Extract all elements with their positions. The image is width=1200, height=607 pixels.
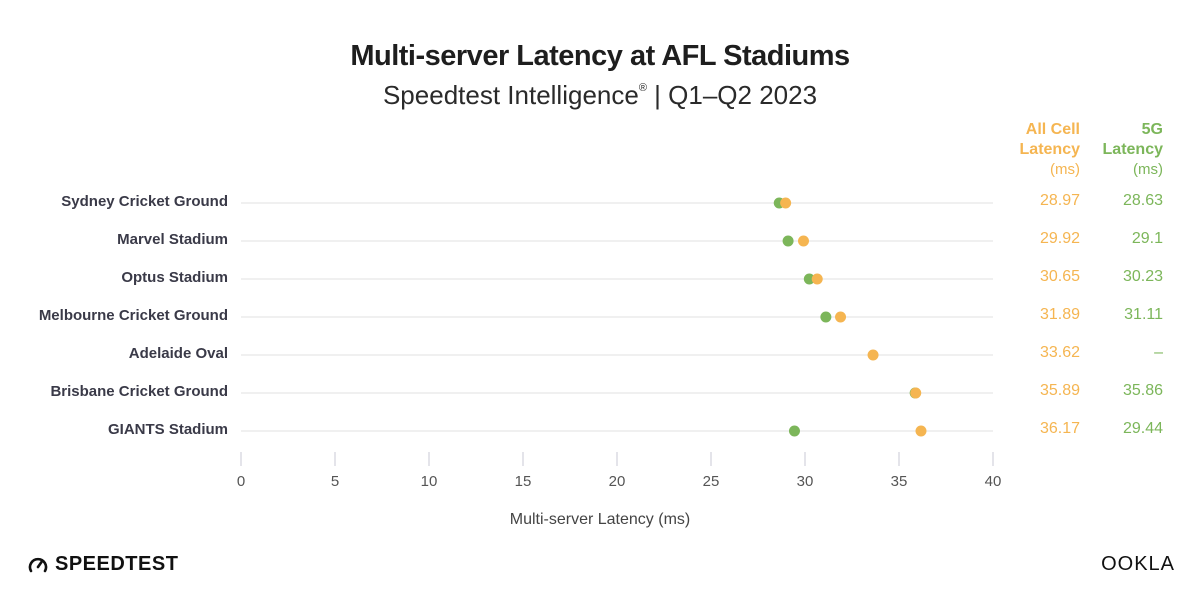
all-cell-point (811, 273, 823, 285)
all-cell-point (867, 349, 879, 361)
fiveg-value: – (1154, 344, 1163, 361)
x-tick-label: 15 (515, 473, 532, 490)
all-cell-value: 29.92 (1039, 230, 1080, 247)
fiveg-point (788, 425, 800, 437)
fiveg-header-line1: 5G (1141, 121, 1163, 138)
fiveg-header-unit: (ms) (1133, 161, 1163, 178)
fiveg-point (803, 273, 815, 285)
all-cell-value: 31.89 (1039, 306, 1080, 323)
category-label: Melbourne Cricket Ground (38, 307, 228, 324)
chart-title: Multi-server Latency at AFL Stadiums (350, 40, 850, 72)
all-cell-point (797, 235, 809, 247)
fiveg-value: 29.44 (1122, 420, 1163, 437)
all-cell-point (910, 387, 922, 399)
x-tick-label: 35 (891, 473, 908, 490)
chart-subtitle: Speedtest Intelligence® | Q1–Q2 2023 (0, 80, 1200, 111)
fiveg-value: 28.63 (1122, 192, 1163, 209)
fiveg-value: 29.1 (1131, 230, 1163, 247)
speedtest-wordmark: SPEEDTEST (55, 553, 179, 575)
category-label: Adelaide Oval (128, 345, 228, 362)
registered-mark: ® (638, 82, 647, 94)
x-tick-label: 30 (797, 473, 814, 490)
all-cell-column-header: All Cell Latency (ms) (990, 120, 1080, 180)
all-cell-value: 30.65 (1039, 268, 1080, 285)
category-label: GIANTS Stadium (107, 421, 228, 438)
fiveg-value: 30.23 (1122, 268, 1163, 285)
category-label: Brisbane Cricket Ground (50, 383, 228, 400)
category-label: Sydney Cricket Ground (61, 193, 228, 210)
all-cell-header-line2: Latency (1019, 141, 1080, 158)
all-cell-point (835, 311, 847, 323)
all-cell-value: 35.89 (1039, 382, 1080, 399)
category-label: Optus Stadium (121, 269, 228, 286)
all-cell-value: 28.97 (1039, 192, 1080, 209)
fiveg-header-line2: Latency (1102, 141, 1163, 158)
x-tick-label: 10 (421, 473, 438, 490)
fiveg-value: 31.11 (1124, 306, 1163, 323)
subtitle-main: Speedtest Intelligence (382, 80, 639, 110)
ookla-logo: OOKLA (1101, 553, 1175, 575)
fiveg-column-header: 5G Latency (ms) (1073, 120, 1163, 180)
speedometer-icon (28, 557, 48, 572)
all-cell-header-line1: All Cell (1025, 121, 1080, 138)
all-cell-point (780, 197, 792, 209)
x-tick-label: 25 (703, 473, 720, 490)
x-tick-label: 0 (237, 473, 245, 490)
x-tick-label: 20 (609, 473, 626, 490)
all-cell-point (915, 425, 927, 437)
fiveg-point (820, 311, 832, 323)
x-axis-label-text: Multi-server Latency (ms) (509, 511, 691, 528)
subtitle-period: | Q1–Q2 2023 (646, 80, 818, 110)
fiveg-point (782, 235, 794, 247)
all-cell-value: 33.62 (1039, 344, 1080, 361)
speedtest-logo: SPEEDTEST (27, 553, 178, 576)
all-cell-header-unit: (ms) (1050, 161, 1080, 178)
all-cell-value: 36.17 (1039, 420, 1080, 437)
category-label: Marvel Stadium (117, 231, 228, 248)
x-tick-label: 40 (985, 473, 1002, 490)
x-tick-label: 5 (331, 473, 339, 490)
x-axis-label: Multi-server Latency (ms) (0, 511, 1200, 529)
fiveg-value: 35.86 (1122, 382, 1163, 399)
